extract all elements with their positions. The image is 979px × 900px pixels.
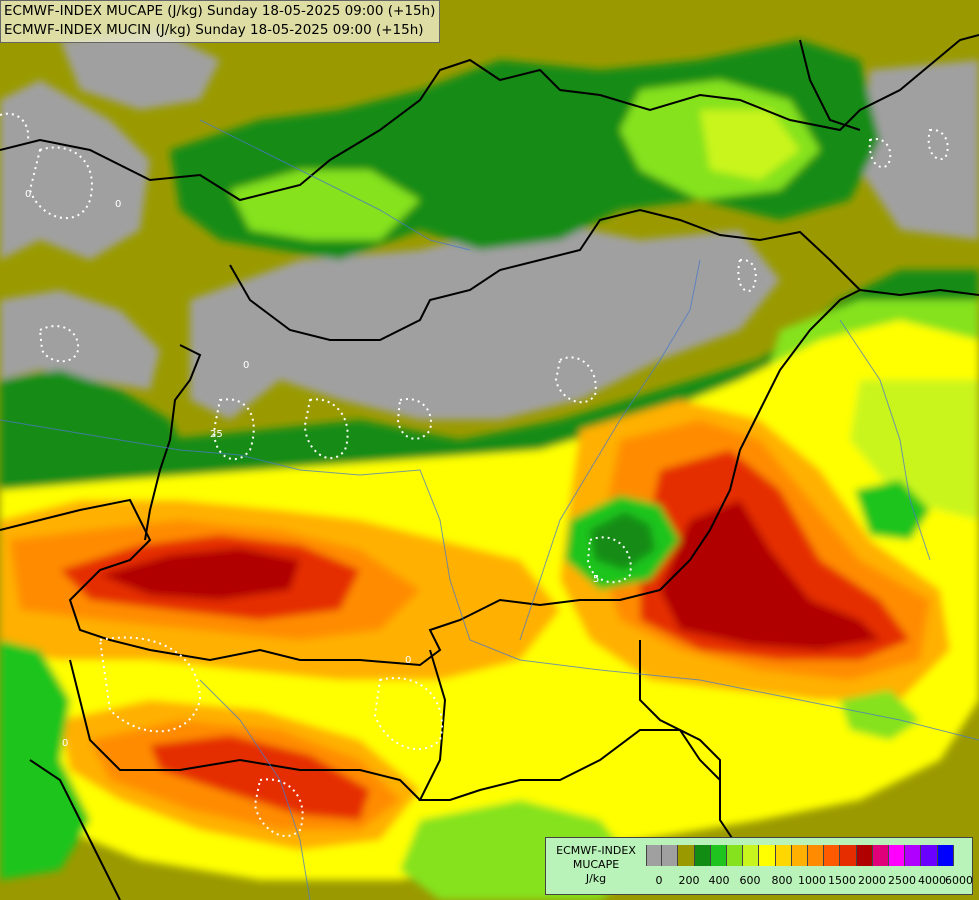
- darkred-east: [660, 500, 880, 650]
- legend-swatch: [646, 845, 663, 866]
- legend-swatch: [824, 845, 841, 866]
- legend-swatch: [791, 845, 809, 866]
- border-northeast: [799, 39, 861, 131]
- legend-swatch: [921, 845, 938, 866]
- red-south: [150, 735, 370, 820]
- legend-swatch: [872, 845, 890, 866]
- legend-tick-label: 4000: [918, 874, 946, 887]
- map-header: ECMWF-INDEX MUCAPE (J/kg) Sunday 18-05-2…: [0, 0, 441, 43]
- river-north: [199, 119, 471, 251]
- legend-swatch: [840, 845, 857, 866]
- cin-label: 0: [62, 738, 68, 749]
- legend-tick-label: 600: [739, 874, 761, 887]
- legend-swatch: [889, 845, 906, 866]
- legend-tick-label: 0: [655, 874, 663, 887]
- border-central-north: [229, 208, 979, 341]
- legend-tick-label: 200: [678, 874, 700, 887]
- legend-tick-label: 2000: [858, 874, 886, 887]
- green-west-strip: [0, 370, 200, 510]
- cin-contour-13: [586, 536, 632, 584]
- green-pocket-inner: [590, 512, 655, 570]
- zero-cape-area-west: [0, 80, 150, 260]
- cin-labels: 0 0 0 25 0 5 0: [25, 189, 599, 749]
- yellow-northeast: [700, 110, 800, 180]
- legend-title: ECMWF-INDEX MUCAPE J/kg: [548, 844, 644, 886]
- legend-title-line1: ECMWF-INDEX: [556, 844, 636, 857]
- cin-label: 25: [210, 429, 223, 440]
- cin-label: 0: [115, 199, 121, 210]
- legend-color-bar: [646, 845, 954, 866]
- legend-title-line2: MUCAPE: [572, 858, 620, 871]
- legend-swatch: [759, 845, 776, 866]
- legend-tick-label: 800: [771, 874, 793, 887]
- border-east-diagonal: [659, 289, 861, 591]
- cin-label: 0: [243, 360, 249, 371]
- legend-swatch: [694, 845, 711, 866]
- border-southwest: [69, 659, 421, 801]
- zero-cape-area-northeast: [860, 60, 979, 240]
- river-east: [839, 319, 931, 561]
- legend-swatch: [743, 845, 760, 866]
- green-pocket-east: [855, 480, 930, 540]
- cin-label: 0: [25, 189, 31, 200]
- mucape-title: ECMWF-INDEX MUCAPE (J/kg) Sunday 18-05-2…: [4, 3, 436, 19]
- border-west-vertical: [144, 344, 202, 541]
- country-borders: [0, 34, 979, 900]
- legend-swatch: [775, 845, 792, 866]
- legend-tick-label: 6000: [945, 874, 973, 887]
- yellow-east: [850, 380, 979, 520]
- river-tisza: [519, 259, 701, 641]
- border-south-west: [0, 498, 661, 667]
- border-far-sw: [29, 759, 121, 900]
- legend-tick-label: 400: [708, 874, 730, 887]
- legend-tick-label: 1000: [798, 874, 826, 887]
- legend-swatch: [727, 845, 744, 866]
- cin-contour-4: [303, 398, 349, 460]
- darkred-west: [100, 548, 300, 600]
- color-legend: ECMWF-INDEX MUCAPE J/kg 0 200 400 600 800 100…: [545, 837, 973, 895]
- legend-ticks: 0 200 400 600 800 1000 1500 2000 2500 4000 6000: [646, 874, 974, 888]
- zero-cape-area-center: [190, 220, 780, 420]
- mucin-title: ECMWF-INDEX MUCIN (J/kg) Sunday 18-05-20…: [4, 22, 424, 38]
- legend-title-line3: J/kg: [585, 872, 607, 885]
- border-east-south: [639, 640, 741, 851]
- green-pocket-se: [840, 690, 920, 740]
- cin-contour-6: [554, 356, 597, 404]
- legend-swatch: [856, 845, 873, 866]
- cin-contour-3: [213, 398, 255, 461]
- legend-swatch: [678, 845, 695, 866]
- light-green-north: [230, 170, 420, 240]
- legend-swatch: [710, 845, 728, 866]
- river-south: [199, 679, 311, 900]
- legend-tick-label: 1500: [828, 874, 856, 887]
- river-danube: [0, 419, 979, 741]
- cin-label: 5: [593, 574, 599, 585]
- rivers: [0, 119, 979, 900]
- green-southwest: [0, 640, 90, 880]
- cin-label: 0: [405, 655, 411, 666]
- legend-swatch: [662, 845, 679, 866]
- legend-swatch: [905, 845, 922, 866]
- legend-swatch: [808, 845, 825, 866]
- mucin-contours: [0, 112, 949, 837]
- legend-tick-label: 2500: [888, 874, 916, 887]
- border-north: [0, 34, 979, 202]
- zero-cape-area-west2: [0, 290, 160, 390]
- cin-contour-12: [253, 778, 304, 837]
- zero-cape-area-north: [60, 30, 220, 110]
- legend-swatch: [937, 845, 954, 866]
